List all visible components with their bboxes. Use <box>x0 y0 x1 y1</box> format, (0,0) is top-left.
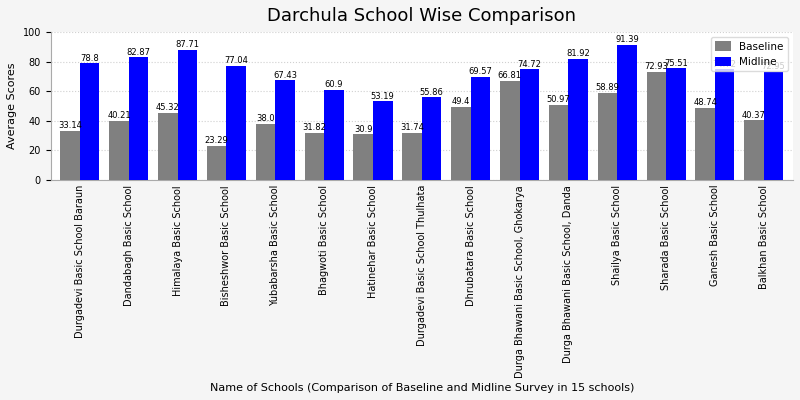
Text: 87.71: 87.71 <box>175 40 199 50</box>
Text: 72.93: 72.93 <box>644 62 668 71</box>
Bar <box>666 68 686 180</box>
Bar <box>373 101 393 180</box>
Bar <box>178 50 197 180</box>
Bar <box>470 77 490 180</box>
Text: 48.74: 48.74 <box>693 98 717 107</box>
Text: 60.9: 60.9 <box>325 80 343 89</box>
Bar <box>598 93 618 180</box>
Bar <box>618 45 637 180</box>
Bar <box>549 104 568 180</box>
Bar <box>324 90 344 180</box>
Bar <box>568 59 588 180</box>
Text: 58.89: 58.89 <box>595 83 619 92</box>
Bar <box>500 81 519 180</box>
Bar <box>256 124 275 180</box>
Text: 30.9: 30.9 <box>354 124 373 134</box>
Text: 67.43: 67.43 <box>273 70 297 80</box>
Text: 66.81: 66.81 <box>498 72 522 80</box>
Text: 55.86: 55.86 <box>420 88 443 97</box>
Text: 81.92: 81.92 <box>566 49 590 58</box>
Text: 91.39: 91.39 <box>615 35 639 44</box>
Y-axis label: Average Scores: Average Scores <box>7 63 17 149</box>
Text: 78.8: 78.8 <box>80 54 99 63</box>
Text: 50.97: 50.97 <box>546 95 570 104</box>
Bar <box>422 97 442 180</box>
Text: 23.29: 23.29 <box>205 136 229 145</box>
Text: 40.37: 40.37 <box>742 110 766 120</box>
Bar <box>305 133 324 180</box>
Text: 38.0: 38.0 <box>256 114 275 123</box>
Text: 31.82: 31.82 <box>302 123 326 132</box>
Text: 77.04: 77.04 <box>224 56 248 65</box>
Text: 82.87: 82.87 <box>126 48 150 57</box>
Bar <box>764 72 783 180</box>
Bar <box>158 113 178 180</box>
Bar <box>129 58 148 180</box>
Text: 49.4: 49.4 <box>452 97 470 106</box>
Bar <box>110 120 129 180</box>
Text: 40.21: 40.21 <box>107 111 130 120</box>
Bar <box>646 72 666 180</box>
Bar <box>226 66 246 180</box>
Text: 33.14: 33.14 <box>58 121 82 130</box>
Text: 69.57: 69.57 <box>469 67 492 76</box>
Text: 53.19: 53.19 <box>371 92 394 100</box>
X-axis label: Name of Schools (Comparison of Baseline and Midline Survey in 15 schools): Name of Schools (Comparison of Baseline … <box>210 383 634 393</box>
Bar <box>354 134 373 180</box>
Bar <box>519 70 539 180</box>
Bar <box>60 131 80 180</box>
Bar <box>402 133 422 180</box>
Bar <box>80 64 99 180</box>
Text: 72.95: 72.95 <box>762 62 786 71</box>
Text: 45.32: 45.32 <box>156 103 180 112</box>
Legend: Baseline, Midline: Baseline, Midline <box>711 37 788 71</box>
Text: 74.72: 74.72 <box>713 60 737 69</box>
Title: Darchula School Wise Comparison: Darchula School Wise Comparison <box>267 7 576 25</box>
Text: 75.51: 75.51 <box>664 58 688 68</box>
Bar <box>451 107 470 180</box>
Text: 74.72: 74.72 <box>518 60 542 69</box>
Bar <box>715 70 734 180</box>
Bar <box>695 108 715 180</box>
Bar <box>744 120 764 180</box>
Text: 31.74: 31.74 <box>400 123 424 132</box>
Bar <box>275 80 295 180</box>
Bar <box>207 146 226 180</box>
